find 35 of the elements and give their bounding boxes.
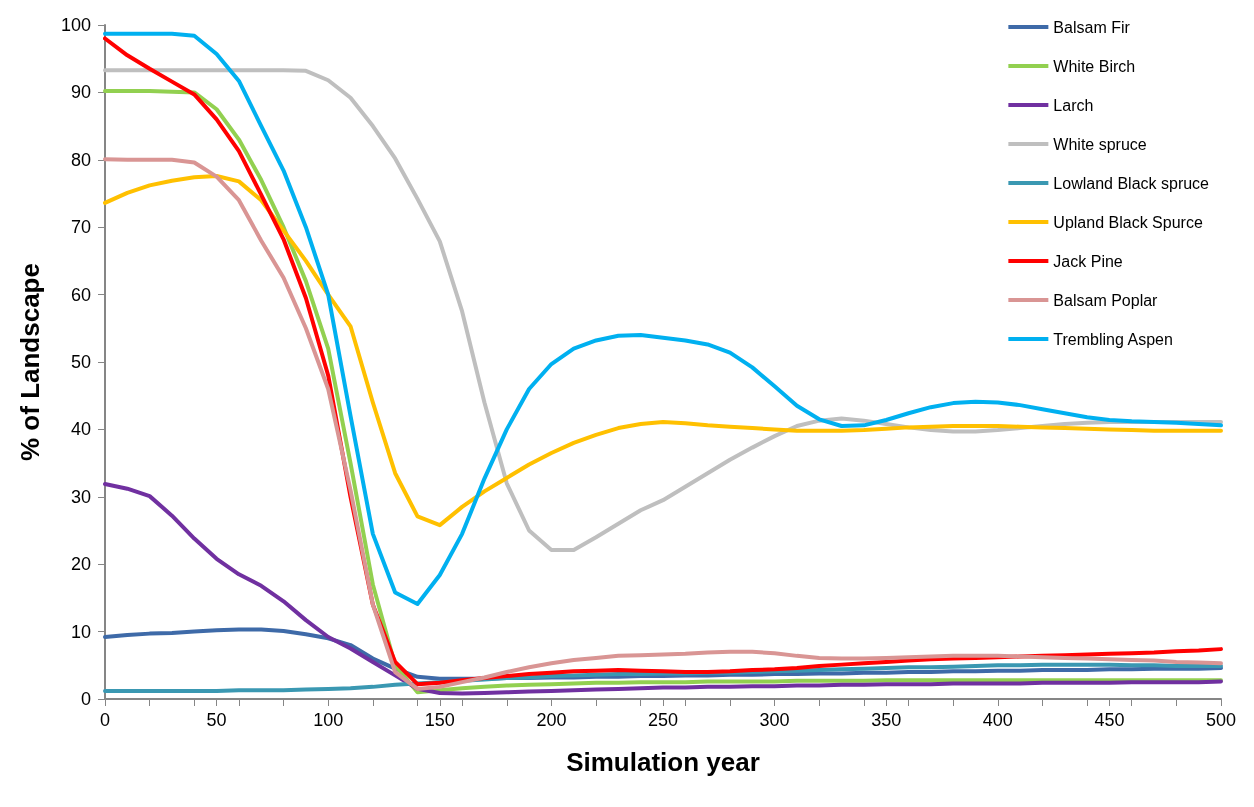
- y-tick-label: 70: [70, 217, 91, 238]
- legend-label: Upland Black Spurce: [1053, 213, 1203, 231]
- y-tick-label: 60: [70, 284, 91, 305]
- y-tick-label: 80: [70, 149, 91, 170]
- legend-label: Balsam Poplar: [1053, 291, 1159, 309]
- y-axis-title: % of Landscape: [15, 263, 45, 461]
- y-tick-label: 50: [70, 352, 91, 372]
- legend-label: Lowland Black spruce: [1053, 174, 1210, 192]
- y-tick-label: 90: [70, 82, 91, 103]
- legend-label: White Birch: [1053, 57, 1136, 75]
- x-tick-label: 250: [647, 710, 679, 730]
- legend-label: White spruce: [1053, 135, 1147, 153]
- y-tick-label: 100: [60, 15, 91, 35]
- x-tick-label: 350: [871, 710, 902, 730]
- x-tick-label: 150: [424, 710, 455, 730]
- x-tick-label: 200: [536, 710, 567, 730]
- line-series: [103, 173, 1223, 528]
- x-axis-title: Simulation year: [566, 747, 760, 777]
- x-tick-label: 500: [1205, 710, 1237, 730]
- y-tick-label: 10: [70, 621, 91, 642]
- x-tick-label: 50: [206, 710, 227, 730]
- legend-label: Larch: [1053, 96, 1094, 114]
- x-tick-label: 100: [313, 710, 344, 730]
- legend-label: Jack Pine: [1053, 252, 1123, 270]
- line-series: [103, 481, 1223, 696]
- x-tick-label: 300: [759, 710, 790, 730]
- y-tick-label: 0: [80, 689, 91, 709]
- y-tick-label: 20: [70, 554, 91, 575]
- legend-label: Balsam Fir: [1053, 18, 1131, 36]
- x-tick-label: 400: [982, 710, 1013, 730]
- x-tick-label: 450: [1094, 710, 1125, 730]
- legend-label: Trembling Aspen: [1053, 330, 1173, 348]
- x-tick-label: 0: [99, 710, 111, 730]
- y-tick-label: 40: [70, 419, 91, 440]
- y-tick-label: 30: [70, 486, 91, 507]
